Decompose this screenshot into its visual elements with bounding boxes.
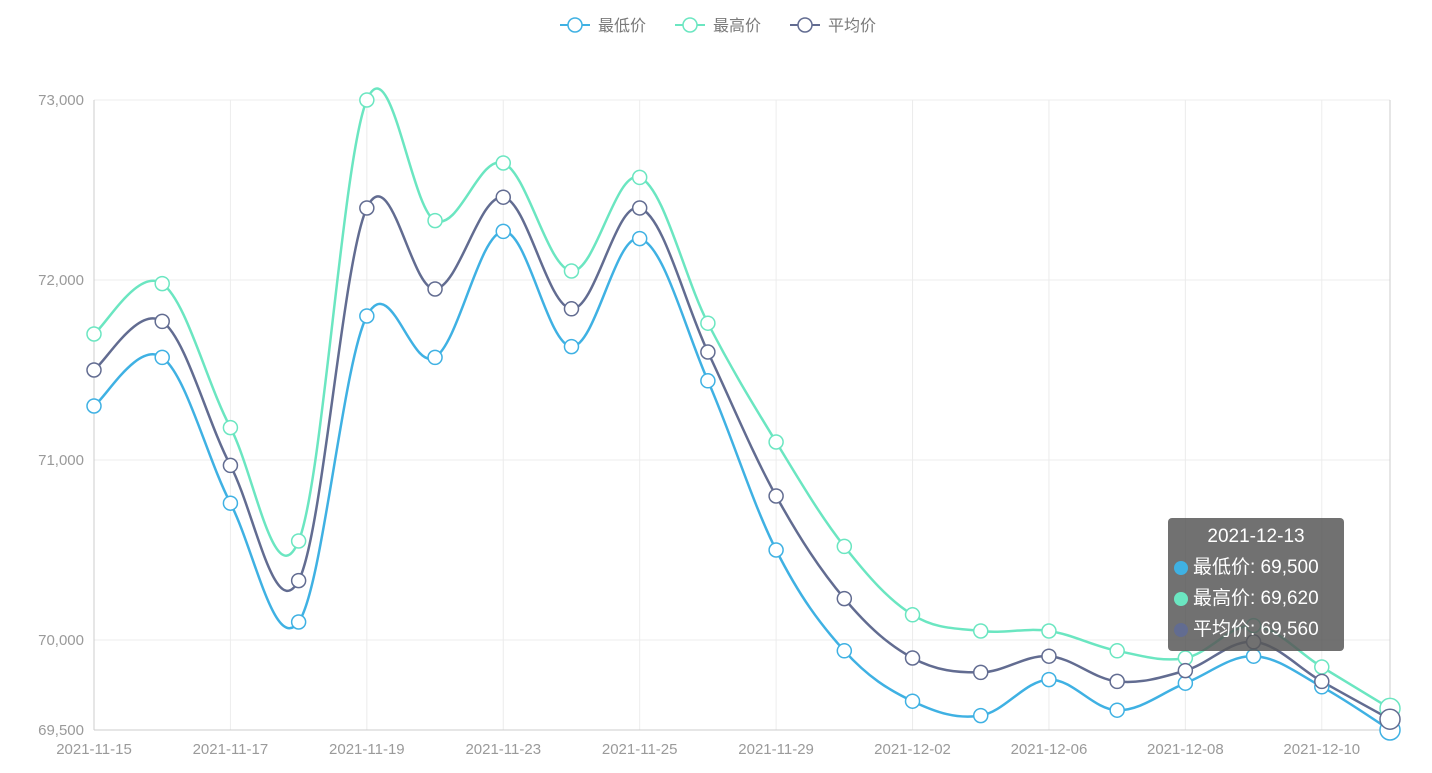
data-point[interactable] [1041,623,1057,639]
tooltip-dot-high [1174,591,1188,606]
data-point[interactable] [1245,648,1262,664]
legend-label[interactable]: 最高价 [713,17,761,35]
x-tick-label: 2021-12-06 [1011,741,1088,758]
data-point[interactable] [972,707,989,724]
data-point[interactable] [86,326,102,342]
y-tick-label: 70,000 [38,632,84,649]
data-point[interactable] [904,693,921,709]
data-point[interactable] [1041,648,1057,664]
y-tick-label: 73,000 [38,92,84,109]
x-tick-label: 2021-12-08 [1147,741,1224,758]
data-point[interactable] [359,92,375,108]
legend-marker [682,17,698,33]
data-point[interactable] [290,614,307,630]
data-point[interactable] [154,275,170,292]
data-point[interactable] [836,538,853,555]
data-point[interactable] [563,301,580,317]
data-point[interactable] [222,419,239,436]
tooltip-label-high: 最高价: 69,620 [1193,588,1319,609]
data-point[interactable] [1314,659,1330,675]
x-tick-label: 2021-11-19 [329,741,405,758]
data-point[interactable] [1109,673,1125,690]
tooltip-title: 2021-12-13 [1207,526,1305,547]
data-point[interactable] [836,643,853,659]
data-point[interactable] [154,349,170,366]
data-point[interactable] [1109,643,1125,659]
data-point[interactable] [427,212,443,229]
axes: 73,000 72,000 71,000 70,000 69,500 2021-11-15… [38,92,1391,758]
data-point[interactable] [904,607,921,623]
x-tick-label: 2021-11-17 [193,741,269,758]
tooltip-row-avg: 平均价: 69,560 [1174,614,1338,645]
tooltip-dot-low [1174,560,1188,575]
tooltip: 2021-12-13 最低价: 69,500 最高价: 69,620 平均价: … [1168,518,1344,651]
x-tick-label: 2021-11-25 [602,741,678,758]
data-point[interactable] [1109,702,1125,718]
legend-marker [797,17,813,33]
tooltip-row-low: 最低价: 69,500 [1174,552,1338,583]
data-point[interactable] [86,398,102,414]
data-point[interactable] [495,189,512,205]
tooltip-row-high: 最高价: 69,620 [1174,583,1338,614]
legend-label[interactable]: 最低价 [598,17,646,35]
data-point[interactable] [1041,671,1057,688]
data-point[interactable] [768,488,784,504]
tooltip-dot-avg [1174,622,1188,637]
data-point[interactable] [700,373,716,389]
data-point[interactable] [427,281,443,297]
data-point[interactable] [495,155,512,171]
x-tick-label: 2021-12-10 [1283,741,1360,758]
y-tick-label: 71,000 [38,452,84,469]
data-point[interactable] [222,457,239,474]
data-point[interactable] [972,623,989,639]
data-point[interactable] [631,169,648,186]
data-point[interactable] [359,308,375,324]
data-point[interactable] [700,315,716,331]
data-point[interactable] [904,650,921,666]
data-point[interactable] [700,344,716,360]
tooltip-label-avg: 平均价: 69,560 [1193,619,1319,640]
data-point[interactable] [631,200,648,216]
legend-marker [567,17,583,33]
data-point[interactable] [154,313,170,330]
tooltip-label-low: 最低价: 69,500 [1193,557,1319,578]
data-point[interactable] [495,223,512,240]
data-point[interactable] [631,230,648,247]
data-point[interactable] [86,362,102,378]
data-point[interactable] [427,349,443,366]
data-point[interactable] [768,542,784,558]
y-tick-label: 69,500 [38,722,84,739]
x-tick-label: 2021-11-29 [738,741,814,758]
x-tick-label: 2021-12-02 [874,741,951,758]
data-point[interactable] [972,664,989,681]
data-point[interactable] [768,434,784,450]
legend-label[interactable]: 平均价 [828,17,876,35]
x-tick-label: 2021-11-15 [56,741,132,758]
data-point[interactable] [563,338,580,355]
data-point[interactable] [222,495,239,511]
data-point[interactable] [359,200,375,216]
data-point[interactable] [1379,708,1401,730]
data-point[interactable] [563,263,580,279]
legend[interactable]: 最低价 最高价 平均价 [560,17,876,35]
x-tick-label: 2021-11-23 [465,741,541,758]
data-point[interactable] [836,590,853,607]
data-point[interactable] [290,533,307,549]
data-point[interactable] [1177,662,1194,679]
y-tick-label: 72,000 [38,272,84,289]
data-point[interactable] [290,572,307,589]
series-points[interactable] [86,92,1401,741]
data-point[interactable] [1314,673,1330,690]
